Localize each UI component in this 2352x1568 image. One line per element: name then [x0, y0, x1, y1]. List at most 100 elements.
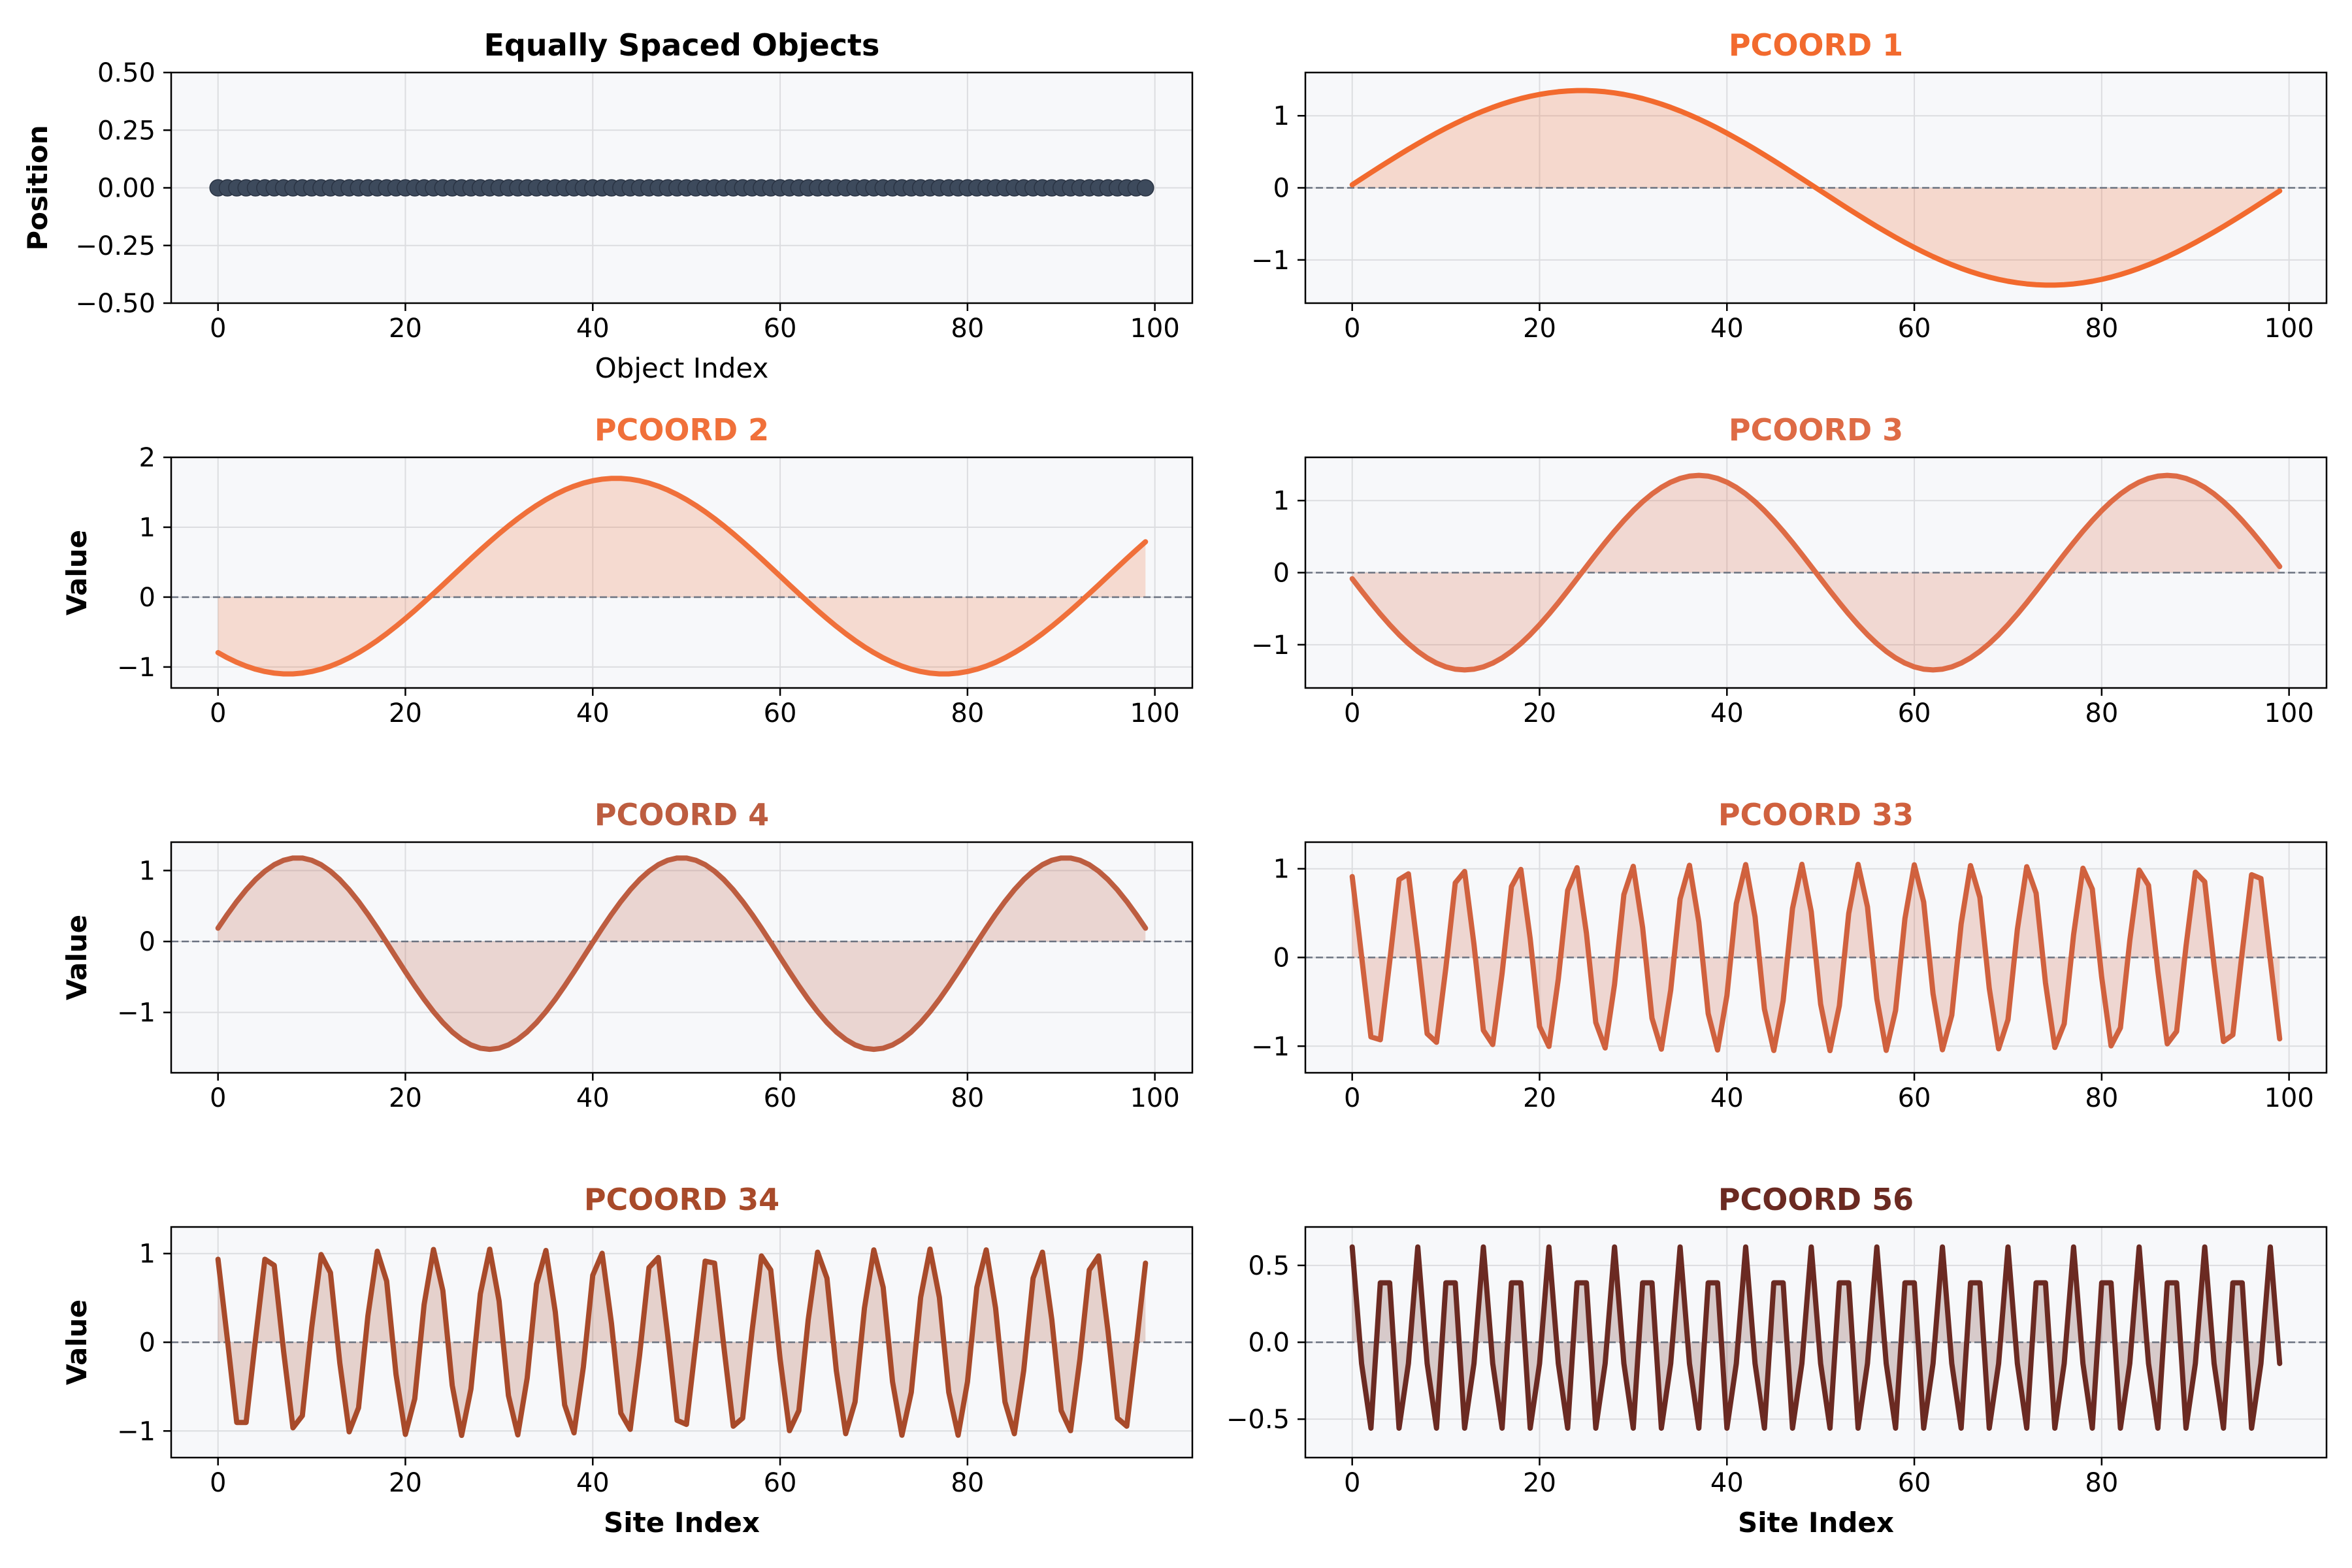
- y-tick-label: 0.00: [97, 174, 155, 204]
- x-tick-label: 0: [1344, 1468, 1360, 1498]
- y-tick-label: 0: [139, 927, 155, 957]
- x-tick-label: 20: [1523, 1083, 1556, 1113]
- y-tick-label: −0.25: [75, 231, 155, 261]
- x-tick-label: 40: [1710, 1083, 1744, 1113]
- x-tick-label: 40: [576, 1468, 610, 1498]
- subplot-2: 0 20 40 60 80 100 −1 0 1 PCOORD 1: [1251, 27, 2328, 344]
- x-tick-label: 60: [1898, 698, 1931, 728]
- subplot-title: PCOORD 33: [1718, 797, 1914, 832]
- series-line: [215, 1246, 1149, 1439]
- y-tick-label: 1: [139, 513, 155, 543]
- y-tick-label: 0.25: [97, 116, 155, 146]
- y-tick-label: 0.5: [1248, 1251, 1290, 1281]
- subplot-5: 0 20 40 60 80 100 −1 0 1 PCOORD 4 Value: [61, 797, 1194, 1113]
- x-axis-label: Site Index: [1738, 1507, 1894, 1539]
- x-tick-label: 20: [389, 1468, 422, 1498]
- x-tick-label: 80: [951, 698, 984, 728]
- x-tick-label: 40: [576, 314, 610, 344]
- x-tick-label: 40: [576, 698, 610, 728]
- x-tick-label: 40: [1710, 698, 1744, 728]
- y-tick-label: −0.5: [1226, 1405, 1290, 1435]
- y-tick-label: 2: [139, 443, 155, 473]
- x-tick-label: 20: [389, 1083, 422, 1113]
- subplot-4: 0 20 40 60 80 100 −1 0 1 PCOORD 3: [1251, 412, 2328, 728]
- subplot-title: PCOORD 4: [595, 797, 769, 832]
- series-line: [1349, 472, 2283, 673]
- series-line: [1349, 1244, 2283, 1431]
- x-axis-label: Object Index: [595, 352, 769, 384]
- subplot-3: 0 20 40 60 80 100 −1 0 1 2 PCOORD 2 Value: [61, 412, 1194, 728]
- series-line: [215, 476, 1149, 677]
- y-tick-label: 1: [139, 1239, 155, 1269]
- x-tick-label: 0: [1344, 314, 1360, 344]
- subplot-7: 0 20 40 60 80 −1 0 1 PCOORD 34 Site Index Value: [61, 1182, 1194, 1539]
- x-tick-label: 20: [389, 314, 422, 344]
- y-tick-label: 0: [139, 1328, 155, 1358]
- x-tick-label: 60: [1898, 1468, 1931, 1498]
- x-tick-label: 0: [210, 1468, 226, 1498]
- axes-frame: [170, 456, 1194, 689]
- x-tick-label: 60: [764, 698, 797, 728]
- x-tick-label: 80: [2085, 1468, 2118, 1498]
- y-tick-label: 0: [139, 583, 155, 613]
- x-tick-label: 20: [1523, 314, 1556, 344]
- y-tick-label: 1: [1273, 855, 1290, 885]
- subplot-title: PCOORD 34: [584, 1182, 779, 1217]
- x-tick-label: 80: [2085, 314, 2118, 344]
- x-tick-label: 100: [2264, 698, 2313, 728]
- y-tick-label: −1: [1251, 1032, 1290, 1062]
- x-tick-label: 80: [951, 314, 984, 344]
- y-tick-label: 0: [1273, 559, 1290, 589]
- y-tick-label: 0: [1273, 174, 1290, 204]
- x-tick-label: 100: [2264, 314, 2313, 344]
- x-tick-label: 100: [1130, 698, 1179, 728]
- y-axis-label: Value: [61, 915, 93, 1000]
- x-tick-label: 60: [1898, 1083, 1931, 1113]
- x-tick-label: 60: [764, 314, 797, 344]
- series-line: [215, 855, 1149, 1053]
- x-tick-label: 100: [2264, 1083, 2313, 1113]
- series-fill: [218, 478, 1146, 674]
- series-line: [1349, 88, 2283, 288]
- x-axis-label: Site Index: [604, 1507, 760, 1539]
- series-fill: [218, 1249, 1146, 1436]
- x-tick-label: 0: [1344, 1083, 1360, 1113]
- x-tick-label: 40: [1710, 314, 1744, 344]
- x-tick-label: 60: [764, 1083, 797, 1113]
- subplot-title: PCOORD 1: [1729, 27, 1903, 63]
- y-tick-label: 1: [1273, 101, 1290, 131]
- x-tick-label: 0: [210, 1083, 226, 1113]
- x-tick-label: 100: [1130, 314, 1179, 344]
- x-tick-label: 60: [764, 1468, 797, 1498]
- y-tick-label: 0.0: [1248, 1328, 1290, 1358]
- x-tick-label: 40: [1710, 1468, 1744, 1498]
- y-tick-label: 1: [1273, 486, 1290, 516]
- y-axis-label: Position: [22, 125, 54, 250]
- x-tick-label: 20: [1523, 1468, 1556, 1498]
- x-tick-label: 20: [389, 698, 422, 728]
- subplot-1: 0 20 40 60 80 100 −0.50 −0.25 0.00 0.25 0.50 Equall…: [22, 27, 1194, 384]
- x-tick-label: 0: [210, 314, 226, 344]
- x-tick-label: 0: [1344, 698, 1360, 728]
- y-tick-label: −1: [117, 998, 155, 1028]
- axes-frame: [170, 841, 1194, 1074]
- subplot-title: PCOORD 2: [595, 412, 769, 448]
- x-tick-label: 60: [1898, 314, 1931, 344]
- x-tick-label: 80: [2085, 698, 2118, 728]
- y-axis-label: Value: [61, 530, 93, 615]
- subplot-title: PCOORD 56: [1718, 1182, 1914, 1217]
- y-tick-label: −0.50: [75, 289, 155, 319]
- subplot-title: PCOORD 3: [1729, 412, 1903, 448]
- x-tick-label: 20: [1523, 698, 1556, 728]
- y-tick-label: 1: [139, 856, 155, 886]
- x-tick-label: 80: [951, 1083, 984, 1113]
- subplot-title: Equally Spaced Objects: [484, 27, 880, 63]
- subplot-6: 0 20 40 60 80 100 −1 0 1 PCOORD 33: [1251, 797, 2328, 1113]
- x-tick-label: 80: [951, 1468, 984, 1498]
- y-tick-label: 0: [1273, 943, 1290, 973]
- series-fill: [218, 858, 1146, 1050]
- x-tick-label: 40: [576, 1083, 610, 1113]
- y-tick-label: −1: [117, 653, 155, 683]
- x-tick-label: 80: [2085, 1083, 2118, 1113]
